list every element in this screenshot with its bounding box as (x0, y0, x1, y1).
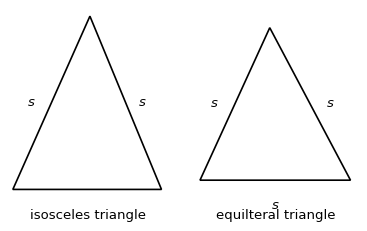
Text: s: s (139, 96, 146, 109)
Text: s: s (327, 97, 334, 110)
Text: isosceles triangle: isosceles triangle (30, 209, 146, 222)
Text: s: s (272, 199, 279, 212)
Text: s: s (28, 96, 34, 109)
Text: equilteral triangle: equilteral triangle (215, 209, 335, 222)
Text: s: s (211, 97, 218, 110)
